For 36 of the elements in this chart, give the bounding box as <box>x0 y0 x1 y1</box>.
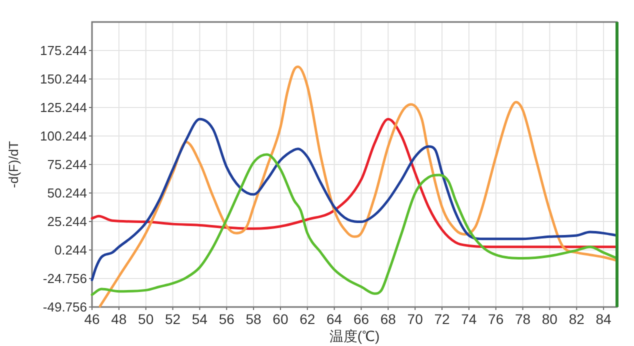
y-axis-title: -d(F)/dT <box>6 140 21 188</box>
y-tick-label: -24.756 <box>42 271 87 286</box>
line-series <box>90 118 618 282</box>
x-tick-label: 82 <box>568 311 585 327</box>
line-series <box>90 118 618 248</box>
x-tick-label: 68 <box>380 311 396 327</box>
x-tick-label: 64 <box>326 311 342 327</box>
y-tick-label: 150.244 <box>40 72 87 86</box>
y-tick-label: 100.244 <box>40 128 87 144</box>
y-tick-label: 25.244 <box>47 214 87 229</box>
x-tick-label: 74 <box>461 311 477 327</box>
x-tick-label: 84 <box>596 311 612 327</box>
y-tick-label: 175.244 <box>40 43 87 58</box>
x-tick-label: 46 <box>84 311 100 327</box>
y-tick-label: 0.244 <box>54 242 87 258</box>
x-tick-label: 72 <box>434 311 450 327</box>
x-tick-label: 48 <box>111 311 127 327</box>
line-series <box>90 153 618 296</box>
y-tick-label: -49.756 <box>42 300 87 314</box>
x-tick-label: 66 <box>353 311 370 327</box>
x-tick-label: 70 <box>407 311 424 327</box>
x-tick-label: 52 <box>164 311 181 327</box>
x-tick-label: 76 <box>488 311 504 327</box>
x-tick-label: 60 <box>272 311 288 327</box>
x-tick-label: 50 <box>138 311 154 327</box>
x-axis-title: 温度(℃) <box>329 328 380 344</box>
x-tick-label: 80 <box>542 311 558 327</box>
x-tick-label: 58 <box>246 311 262 327</box>
line-series <box>98 65 618 308</box>
x-tick-label: 62 <box>300 311 316 327</box>
y-tick-label: 50.244 <box>47 186 87 200</box>
y-tick-label: 125.244 <box>40 100 87 115</box>
y-tick-label: 75.244 <box>47 157 87 172</box>
x-tick-label: 78 <box>514 311 531 327</box>
x-tick-label: 56 <box>218 311 235 327</box>
x-tick-label: 54 <box>192 311 208 327</box>
